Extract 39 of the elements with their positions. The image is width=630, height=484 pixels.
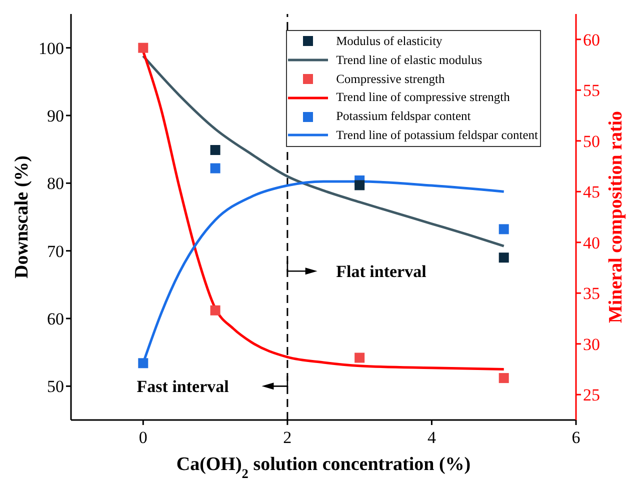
x-tick-label: 4 [427, 428, 436, 448]
y-tick-label: 100 [38, 38, 64, 58]
annotation: Flat interval [336, 262, 427, 282]
annotation: Fast interval [136, 377, 230, 396]
legend-label: Trend line of elastic modulus [336, 52, 482, 69]
point [354, 180, 365, 190]
legend-label: Trend line of compressive strength [336, 89, 510, 106]
y-axis-title: Downscale (%) [12, 156, 32, 278]
point [354, 352, 365, 363]
y2-tick-label: 35 [583, 284, 600, 304]
point [498, 252, 509, 263]
x-tick-label: 2 [283, 428, 292, 448]
legend-label: Compressive strength [336, 70, 445, 88]
point [138, 42, 148, 53]
x-tick-label: 6 [572, 428, 580, 448]
legend-label: Modulus of elasticity [336, 33, 442, 50]
point [210, 145, 220, 156]
point [138, 358, 148, 368]
y2-tick-label: 25 [583, 386, 600, 405]
y-tick-label: 70 [47, 242, 64, 261]
point [210, 163, 220, 174]
point [498, 224, 509, 234]
x-tick-label: 0 [138, 428, 148, 448]
legend-label: Potassium feldspar content [336, 108, 471, 126]
y2-tick-label: 50 [583, 132, 600, 151]
legend-label: Trend line of potassium feldspar content [336, 126, 538, 144]
y2-axis-title: Mineral composition ratio [606, 110, 626, 324]
y2-tick-label: 60 [583, 30, 600, 50]
y2-tick-label: 55 [583, 81, 600, 100]
y-tick-label: 90 [47, 106, 64, 126]
y2-tick-label: 40 [583, 233, 600, 252]
point [498, 373, 509, 384]
point [210, 305, 220, 316]
y2-tick-label: 45 [583, 182, 600, 202]
y2-tick-label: 30 [583, 334, 600, 354]
y-tick-label: 60 [47, 310, 64, 329]
y-tick-label: 80 [47, 174, 64, 194]
x-axis-title: Ca(OH)$_{2}$ solution concentration (%) [176, 454, 471, 480]
y-tick-label: 50 [47, 377, 64, 396]
